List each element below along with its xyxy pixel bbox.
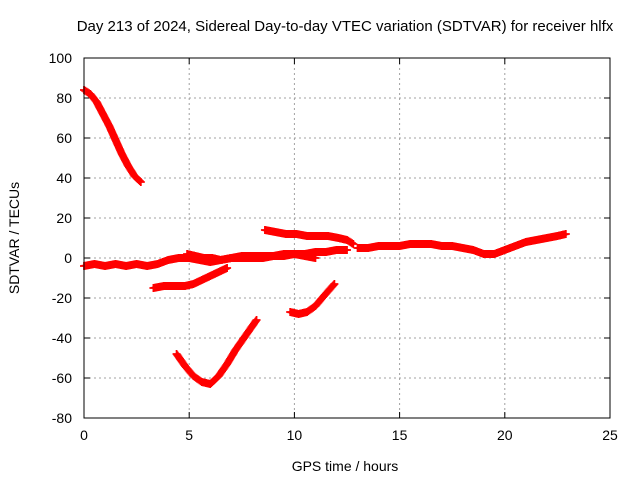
y-tick-label: -60 — [52, 370, 72, 386]
series-7 — [286, 280, 339, 318]
series-4 — [172, 316, 261, 388]
y-tick-label: 40 — [56, 170, 72, 186]
y-tick-label: 100 — [49, 50, 73, 66]
data-point — [135, 177, 144, 185]
data-point — [329, 281, 338, 290]
x-tick-label: 5 — [185, 427, 193, 443]
x-axis-title: GPS time / hours — [292, 458, 399, 474]
data-point — [311, 254, 320, 262]
grid-lines — [84, 58, 610, 418]
y-tick-label: -20 — [52, 290, 72, 306]
data-point — [136, 178, 145, 186]
y-tick-label: 80 — [56, 90, 72, 106]
data-point — [223, 264, 232, 272]
y-tick-label: -80 — [52, 410, 72, 426]
x-tick-label: 20 — [497, 427, 513, 443]
x-tick-label: 25 — [602, 427, 618, 443]
y-tick-label: 20 — [56, 210, 72, 226]
series-1 — [80, 86, 145, 186]
data-points — [80, 86, 570, 388]
data-point — [252, 316, 261, 324]
data-point — [349, 240, 358, 248]
data-point — [330, 280, 339, 288]
y-tick-label: 60 — [56, 130, 72, 146]
axis-ticks: 0 5 10 15 20 25 -80 -60 -40 -20 0 20 40 60 80 100 — [49, 50, 618, 443]
x-tick-label: 0 — [80, 427, 88, 443]
data-point — [343, 246, 351, 254]
plot-frame — [83, 57, 611, 419]
series-6 — [260, 226, 358, 248]
x-tick-label: 15 — [392, 427, 408, 443]
x-tick-label: 10 — [287, 427, 303, 443]
y-tick-label: 0 — [64, 250, 72, 266]
series-5 — [183, 250, 320, 264]
y-tick-label: -40 — [52, 330, 72, 346]
data-point — [561, 230, 570, 238]
chart-title: Day 213 of 2024, Sidereal Day-to-day VTE… — [77, 18, 614, 35]
series-8 — [353, 230, 570, 258]
y-axis-title: SDTVAR / TECUs — [6, 182, 22, 294]
series-3 — [149, 264, 232, 292]
